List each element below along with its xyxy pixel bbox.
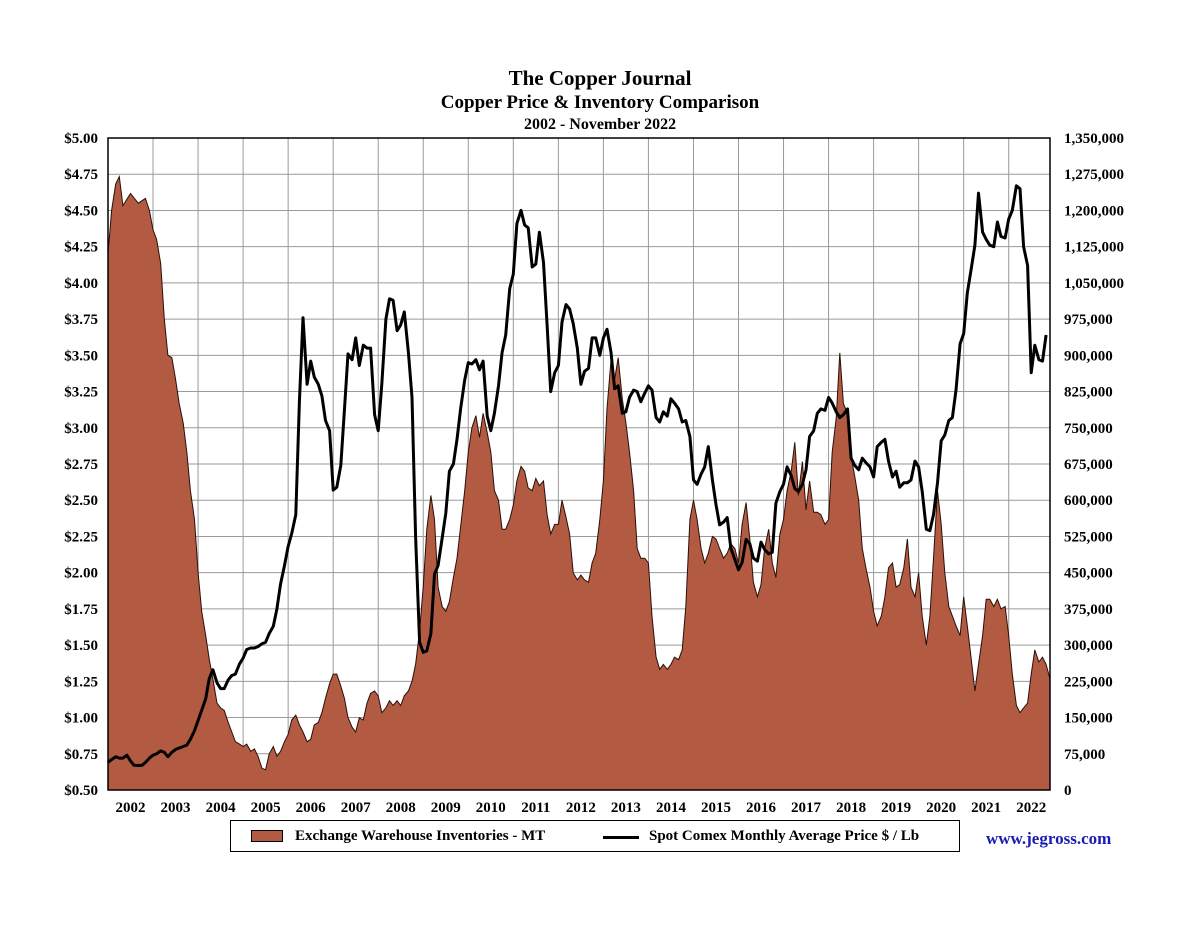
right-axis-tick-label: 375,000: [1064, 602, 1113, 618]
x-axis-tick-label: 2020: [926, 800, 956, 816]
right-axis-tick-label: 525,000: [1064, 529, 1113, 545]
chart-legend: Exchange Warehouse Inventories - MT Spot…: [230, 820, 960, 852]
left-axis-tick-label: $0.75: [64, 747, 98, 763]
right-axis-tick-label: 1,050,000: [1064, 276, 1124, 292]
chart-title: The Copper Journal: [508, 66, 692, 90]
left-axis-tick-label: $1.00: [64, 711, 98, 727]
left-axis-tick-label: $4.75: [64, 167, 98, 183]
right-axis-tick-label: 450,000: [1064, 566, 1113, 582]
x-axis-tick-label: 2012: [566, 800, 596, 816]
left-axis-tick-label: $0.50: [64, 783, 98, 799]
right-axis-tick-label: 225,000: [1064, 674, 1113, 690]
x-axis-tick-label: 2014: [656, 800, 687, 816]
left-axis-tick-label: $2.50: [64, 493, 98, 509]
right-axis-tick-label: 0: [1064, 783, 1072, 799]
x-axis-tick-label: 2007: [341, 800, 372, 816]
legend-label-inventory: Exchange Warehouse Inventories - MT: [295, 828, 546, 844]
right-axis-tick-label: 75,000: [1064, 747, 1105, 763]
legend-swatch-inventory: [251, 830, 283, 842]
right-axis-tick-label: 1,200,000: [1064, 203, 1124, 219]
x-axis-tick-label: 2009: [431, 800, 461, 816]
right-axis-tick-label: 1,275,000: [1064, 167, 1124, 183]
left-axis-tick-label: $4.00: [64, 276, 98, 292]
left-axis-tick-label: $1.50: [64, 638, 98, 654]
x-axis-tick-label: 2003: [161, 800, 191, 816]
left-axis-tick-label: $3.25: [64, 385, 98, 401]
x-axis-tick-label: 2018: [836, 800, 866, 816]
left-axis-tick-label: $1.75: [64, 602, 98, 618]
right-axis-tick-label: 825,000: [1064, 385, 1113, 401]
x-axis-tick-label: 2015: [701, 800, 731, 816]
x-axis-tick-label: 2010: [476, 800, 506, 816]
left-axis-tick-label: $2.00: [64, 566, 98, 582]
right-axis-tick-label: 675,000: [1064, 457, 1113, 473]
left-axis-tick-label: $5.00: [64, 131, 98, 147]
right-axis-tick-label: 300,000: [1064, 638, 1113, 654]
left-axis-tick-label: $3.50: [64, 348, 98, 364]
left-axis-tick-label: $1.25: [64, 674, 98, 690]
x-axis-tick-label: 2004: [206, 800, 237, 816]
right-axis-tick-label: 750,000: [1064, 421, 1113, 437]
left-axis-tick-label: $4.50: [64, 203, 98, 219]
left-axis-tick-label: $2.75: [64, 457, 98, 473]
x-axis-tick-label: 2019: [881, 800, 911, 816]
x-axis-tick-label: 2002: [116, 800, 146, 816]
chart-subtitle: Copper Price & Inventory Comparison: [440, 92, 760, 113]
legend-line-price: [603, 836, 639, 839]
right-axis-tick-label: 975,000: [1064, 312, 1113, 328]
chart-date-range: 2002 - November 2022: [523, 116, 677, 133]
x-axis-tick-label: 2011: [521, 800, 550, 816]
x-axis-tick-label: 2006: [296, 800, 327, 816]
x-axis-tick-label: 2021: [971, 800, 1001, 816]
right-axis-tick-label: 1,350,000: [1064, 131, 1124, 147]
left-axis-tick-label: $3.00: [64, 421, 98, 437]
right-axis-tick-label: 900,000: [1064, 348, 1113, 364]
x-axis-tick-label: 2017: [791, 800, 822, 816]
plot-frame: [107, 137, 1051, 791]
right-axis-tick-label: 150,000: [1064, 711, 1113, 727]
series-line-price: [107, 184, 1048, 767]
x-axis-tick-label: 2016: [746, 800, 777, 816]
left-axis-tick-label: $2.25: [64, 529, 98, 545]
website-link[interactable]: www.jegross.com: [986, 829, 1112, 848]
x-axis-tick-label: 2013: [611, 800, 641, 816]
left-axis-tick-label: $3.75: [64, 312, 98, 328]
x-axis-tick-label: 2022: [1016, 800, 1046, 816]
right-axis-tick-label: 1,125,000: [1064, 240, 1124, 256]
x-axis-tick-label: 2008: [386, 800, 416, 816]
left-axis-tick-label: $4.25: [64, 240, 98, 256]
right-axis-tick-label: 600,000: [1064, 493, 1113, 509]
legend-label-price: Spot Comex Monthly Average Price $ / Lb: [649, 828, 920, 844]
x-axis-tick-label: 2005: [251, 800, 281, 816]
series-area-inventory: [107, 174, 1051, 791]
